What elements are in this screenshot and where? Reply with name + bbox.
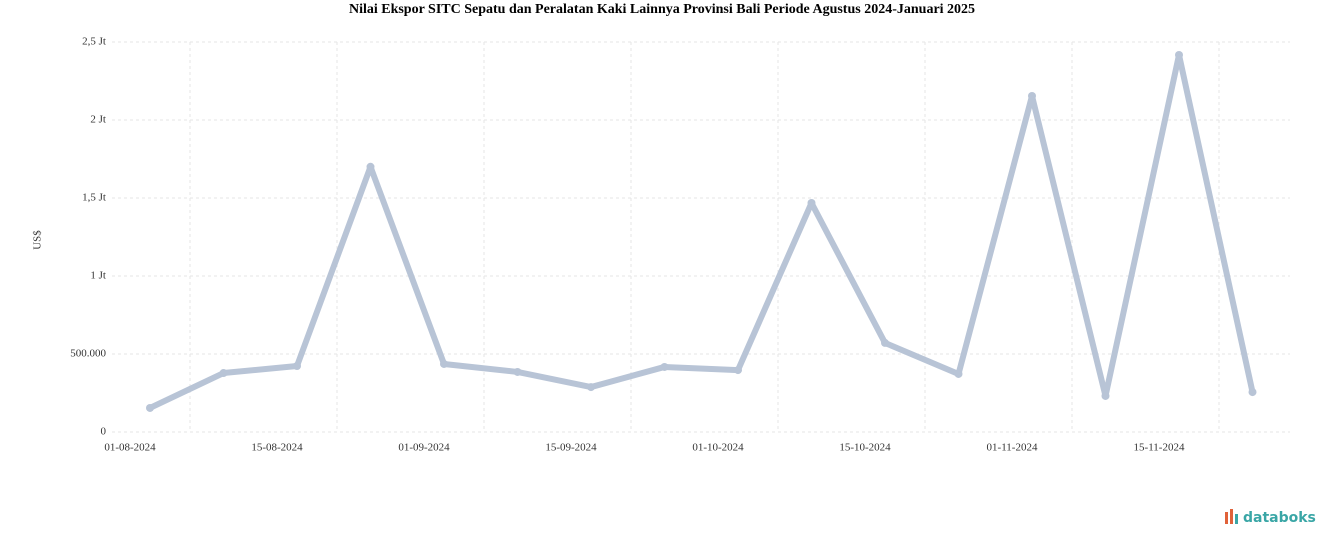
data-point bbox=[587, 383, 595, 392]
logo-text: databoks bbox=[1243, 510, 1316, 526]
data-point bbox=[293, 362, 301, 371]
data-point bbox=[440, 359, 448, 368]
logo-icon bbox=[1225, 512, 1228, 524]
x-tick-label: 01-08-2024 bbox=[104, 442, 156, 454]
y-tick-label: 0 bbox=[101, 426, 107, 438]
data-point bbox=[1028, 91, 1036, 100]
chart-title: Nilai Ekspor SITC Sepatu dan Peralatan K… bbox=[349, 2, 975, 17]
data-point bbox=[660, 362, 669, 371]
data-point bbox=[1248, 388, 1257, 397]
x-tick-label: 15-11-2024 bbox=[1134, 442, 1185, 454]
data-point bbox=[881, 338, 889, 347]
data-point bbox=[219, 369, 228, 378]
data-point bbox=[1101, 391, 1110, 400]
x-tick-label: 15-10-2024 bbox=[839, 442, 891, 454]
logo-icon bbox=[1235, 514, 1238, 524]
y-tick-label: 2 Jt bbox=[90, 114, 106, 126]
y-tick-label: 1,5 Jt bbox=[82, 192, 106, 204]
y-tick-label: 500.000 bbox=[70, 348, 106, 360]
x-tick-label: 15-09-2024 bbox=[545, 442, 597, 454]
data-point bbox=[513, 367, 522, 376]
data-point bbox=[366, 162, 375, 171]
x-tick-label: 01-09-2024 bbox=[398, 442, 450, 454]
data-point bbox=[1175, 50, 1183, 59]
y-axis-title: US$ bbox=[32, 230, 44, 250]
x-tick-label: 15-08-2024 bbox=[251, 442, 303, 454]
data-point bbox=[734, 366, 742, 375]
data-point bbox=[146, 403, 154, 412]
y-tick-label: 1 Jt bbox=[90, 270, 106, 282]
data-point bbox=[954, 369, 963, 378]
x-tick-label: 01-10-2024 bbox=[692, 442, 744, 454]
series-line bbox=[148, 51, 1256, 411]
logo: databoks bbox=[1225, 509, 1316, 526]
logo-icon bbox=[1230, 509, 1233, 524]
x-tick-label: 01-11-2024 bbox=[987, 442, 1038, 454]
data-point bbox=[807, 198, 816, 207]
y-tick-label: 2,5 Jt bbox=[82, 36, 106, 48]
